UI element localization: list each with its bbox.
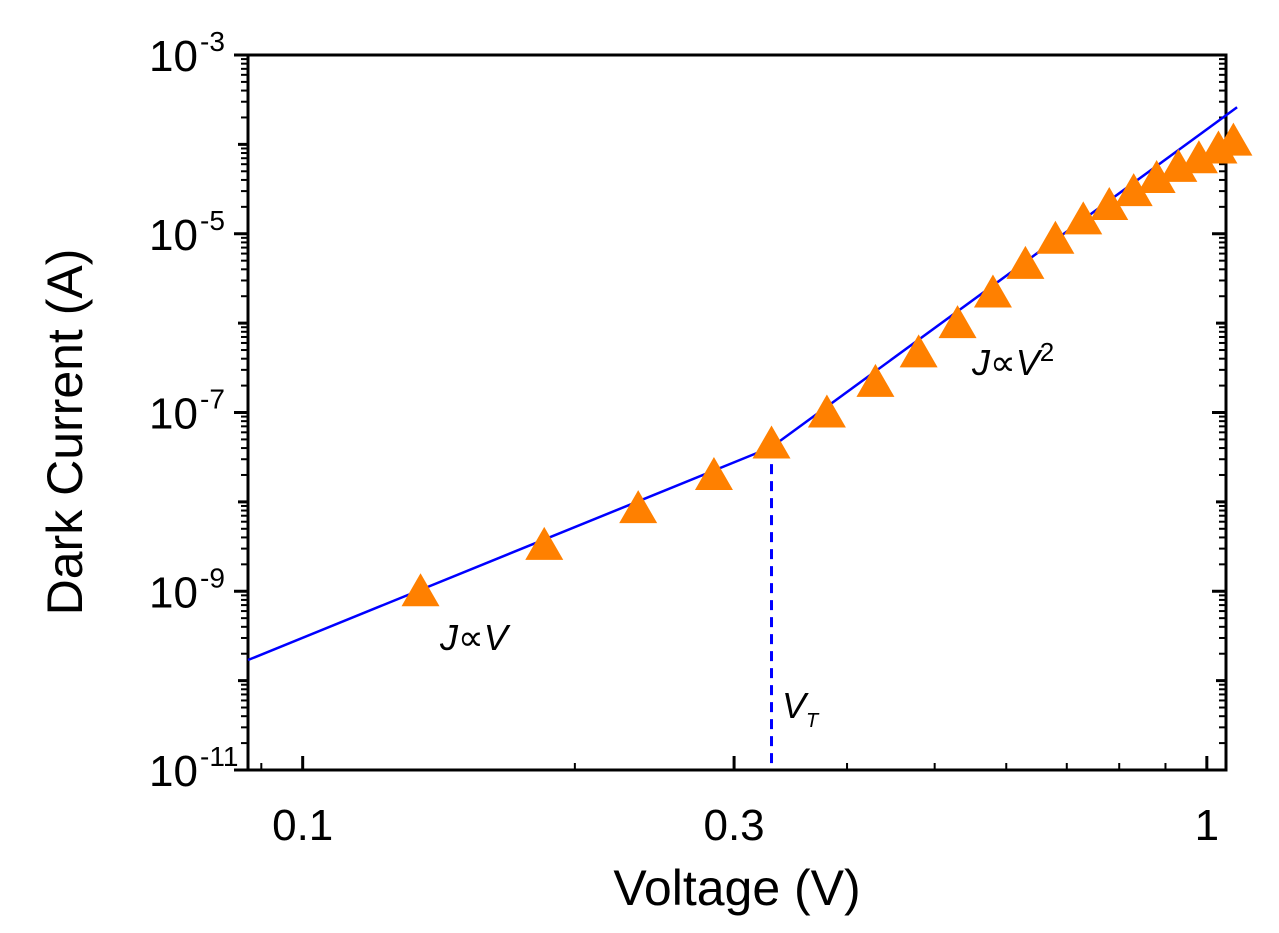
x-tick-label: 0.3 — [703, 801, 764, 850]
data-point — [1159, 148, 1198, 182]
plot-frame — [246, 53, 1228, 772]
data-point — [1006, 245, 1045, 279]
threshold-label-text: V — [782, 685, 809, 726]
y-tick-label: 10 — [149, 568, 198, 617]
data-point — [807, 394, 846, 428]
fit-lines — [247, 106, 1238, 770]
child-law-annotation: J∝V2 — [971, 337, 1054, 383]
y-tick-exponent: -11 — [200, 741, 238, 772]
data-point — [752, 425, 791, 459]
data-point — [1214, 122, 1253, 156]
child-law-annotation-text: J∝V — [971, 342, 1043, 383]
y-tick-exponent: -5 — [200, 205, 225, 236]
y-tick-exponent: -9 — [200, 562, 225, 593]
data-point — [1137, 160, 1176, 194]
ohmic-annotation-text: J∝V — [439, 617, 511, 658]
fit-line-child — [770, 106, 1238, 449]
data-point — [1114, 173, 1153, 207]
data-point — [973, 274, 1012, 308]
data-point — [1179, 140, 1218, 174]
y-tick-label: 10 — [149, 747, 198, 796]
x-tick-label: 0.1 — [272, 801, 333, 850]
data-point — [856, 363, 895, 397]
x-axis-title: Voltage (V) — [613, 860, 860, 916]
fit-line-ohmic — [247, 445, 772, 662]
y-tick-exponent: -7 — [200, 384, 225, 415]
threshold-label: VT — [782, 685, 820, 732]
data-point — [401, 573, 440, 607]
y-tick-label: 10 — [149, 211, 198, 260]
y-axis-title: Dark Current (A) — [37, 249, 93, 616]
data-point — [619, 490, 658, 524]
ohmic-annotation: J∝V — [439, 617, 511, 658]
x-tick-label: 1 — [1195, 801, 1219, 850]
y-tick-label: 10 — [149, 390, 198, 439]
data-point — [1064, 201, 1103, 235]
data-point — [938, 305, 977, 339]
y-tick-label: 10 — [149, 32, 198, 81]
threshold-label-sub: T — [806, 710, 820, 732]
data-point — [899, 334, 938, 368]
data-point — [694, 456, 733, 490]
axis-ticks — [234, 53, 1226, 772]
y-tick-exponent: -3 — [200, 26, 225, 57]
child-law-exponent: 2 — [1040, 337, 1054, 367]
data-markers — [401, 122, 1253, 607]
data-point — [525, 526, 564, 560]
data-point — [1090, 186, 1129, 220]
data-point — [1036, 220, 1075, 254]
